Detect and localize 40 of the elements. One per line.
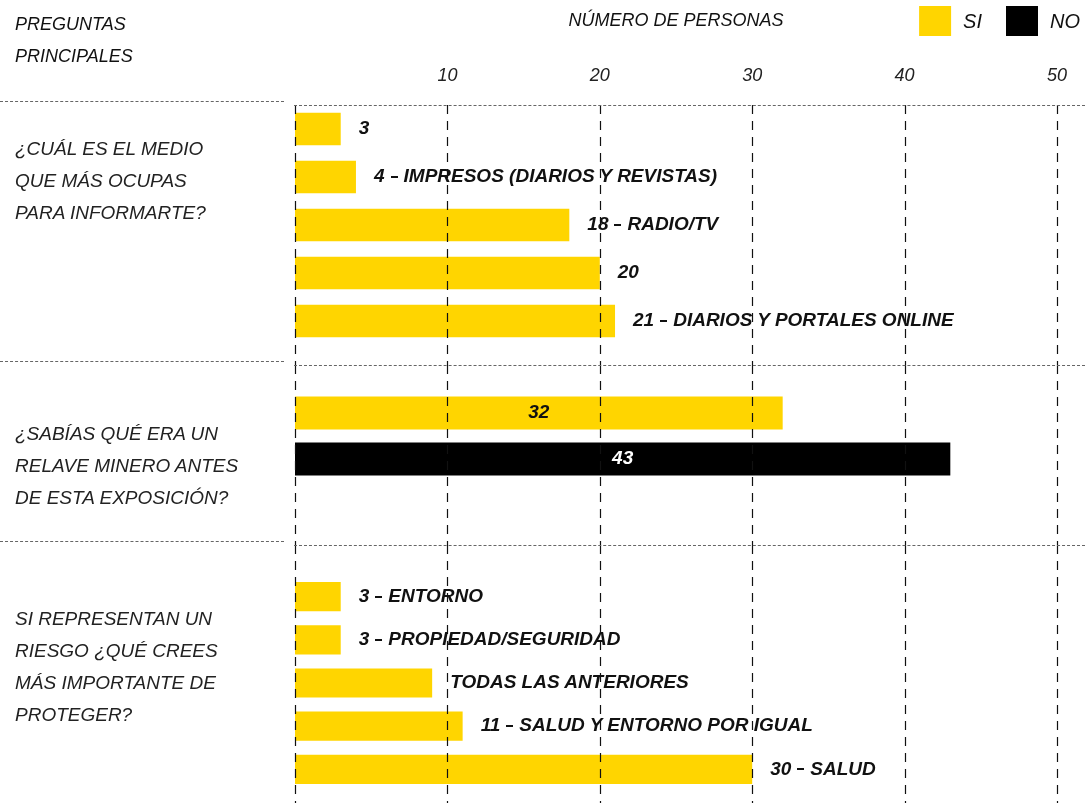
- x-axis-title: NÚMERO DE PERSONAS: [568, 9, 784, 30]
- bar: [295, 711, 463, 741]
- bar: [295, 160, 356, 194]
- category-label: PROPIEDAD/SEGURIDAD: [388, 628, 621, 650]
- category-label: TODAS LAS ANTERIORES: [450, 671, 689, 693]
- bar: [295, 754, 753, 784]
- data-label: 3: [358, 628, 370, 650]
- data-label: 20: [616, 261, 640, 283]
- data-label: 3: [358, 117, 370, 139]
- y-axis-title: ¿CUÁL ES EL MEDIO QUE MÁS OCUPAS PARA INFORMARTE?: [15, 137, 207, 225]
- x-tick-label: 30: [742, 65, 763, 86]
- y-axis-title: ¿SABÍAS QUÉ ERA UN RELAVE MINERO ANTES DE ESTA EXPOSICIÓN?: [15, 422, 240, 510]
- text: PREGUNTAS PRINCIPALES: [15, 13, 134, 68]
- bar: [295, 304, 616, 338]
- bar: [295, 112, 341, 146]
- bar: [295, 256, 600, 290]
- y-tick-label: DIARIOS Y PORTALES ONLINE: [673, 309, 955, 331]
- data-label: 3: [358, 584, 370, 606]
- x-tick-label: 20: [588, 65, 610, 86]
- x-tick-label: 10: [437, 65, 458, 86]
- bar: [295, 625, 341, 655]
- bar: [295, 668, 433, 698]
- data-label: 32: [528, 401, 550, 423]
- y-axis-title: SI REPRESENTAN UN RIESGO ¿QUÉ CREES MÁS IMPORTANTE DE PROTEGER?: [15, 607, 219, 727]
- data-label: 18: [587, 213, 609, 235]
- x-tick-label: 40: [894, 65, 915, 86]
- bar: [295, 208, 570, 242]
- x-tick-label: 50: [1046, 65, 1067, 86]
- legend-label: NO: [1050, 9, 1080, 32]
- category-label: ENTORNO: [388, 584, 483, 606]
- bar: [295, 582, 341, 612]
- legend-label: SI: [963, 9, 983, 32]
- y-tick-label: IMPRESOS (DIARIOS Y REVISTAS): [403, 165, 718, 187]
- data-label: 11: [480, 714, 501, 736]
- data-label: 21: [632, 309, 655, 331]
- data-label: 30: [770, 757, 792, 779]
- y-tick-label: RADIO/TV: [627, 213, 720, 235]
- data-label: 4: [372, 165, 385, 187]
- data-label: 43: [611, 447, 634, 469]
- category-label: SALUD: [810, 757, 876, 779]
